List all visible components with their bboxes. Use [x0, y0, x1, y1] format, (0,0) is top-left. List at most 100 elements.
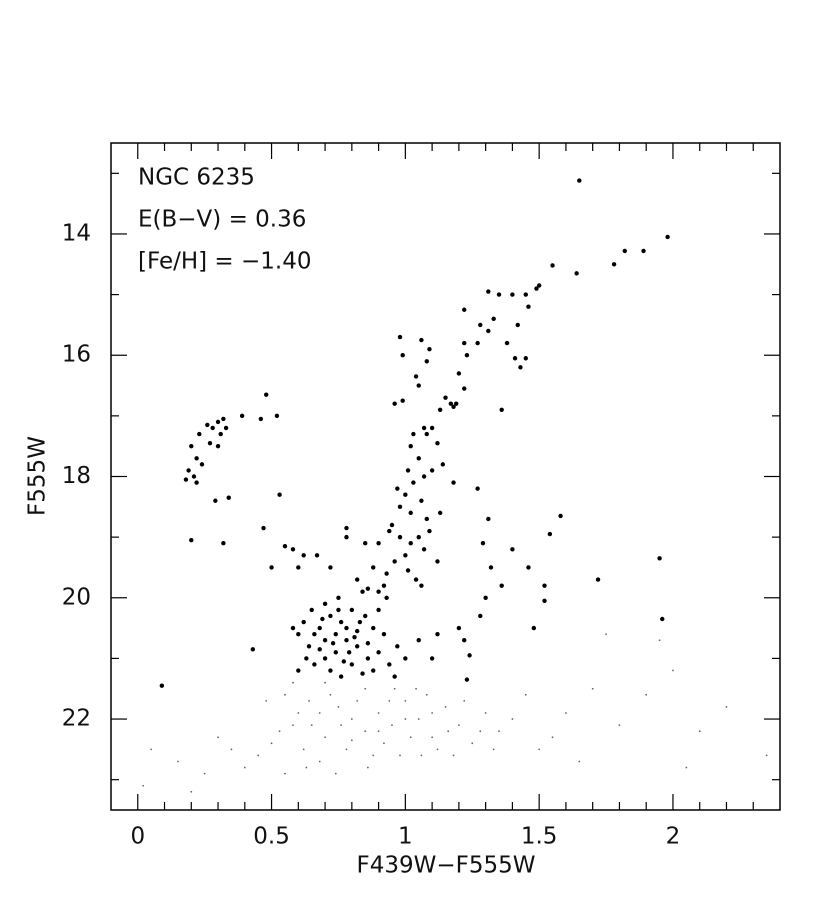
data-point — [429, 425, 435, 431]
data-point — [349, 607, 355, 613]
data-point — [265, 699, 268, 702]
data-point — [336, 595, 341, 600]
data-point — [191, 474, 197, 479]
data-point — [261, 525, 266, 531]
data-point — [403, 553, 408, 558]
data-point — [456, 625, 462, 631]
data-point — [419, 498, 424, 503]
data-point — [435, 559, 440, 564]
data-point — [302, 748, 305, 751]
data-point — [384, 571, 389, 576]
data-point — [322, 601, 328, 607]
data-point — [565, 712, 567, 714]
data-point — [333, 631, 338, 637]
data-point — [387, 528, 392, 534]
data-point — [515, 322, 520, 328]
data-point — [457, 724, 460, 727]
data-point — [448, 401, 454, 406]
data-point — [239, 413, 245, 419]
data-point — [416, 534, 421, 540]
data-point — [542, 583, 547, 588]
data-point — [226, 495, 231, 500]
data-point — [475, 340, 480, 346]
data-point — [296, 565, 301, 570]
data-point — [395, 644, 400, 649]
data-point — [547, 531, 553, 537]
data-point — [526, 304, 531, 309]
data-point — [360, 589, 365, 594]
data-point — [296, 668, 301, 673]
data-point — [197, 431, 202, 437]
data-point — [215, 419, 221, 425]
data-point — [416, 638, 421, 643]
data-point — [217, 736, 219, 739]
data-point — [429, 656, 435, 661]
data-point — [437, 407, 443, 412]
data-point — [392, 674, 397, 679]
data-point — [424, 516, 429, 522]
data-point — [429, 468, 435, 473]
data-point — [297, 712, 300, 714]
data-point — [404, 718, 407, 720]
data-point — [383, 742, 385, 745]
x-tick-label: 2 — [666, 824, 681, 850]
data-point — [404, 699, 407, 702]
data-point — [419, 337, 424, 343]
data-point — [317, 625, 322, 631]
data-point — [205, 422, 210, 428]
data-point — [437, 510, 443, 516]
data-point — [435, 631, 440, 637]
data-point — [408, 510, 413, 516]
data-point — [338, 674, 344, 679]
data-point — [366, 766, 369, 769]
data-point — [329, 693, 332, 696]
data-point — [436, 748, 439, 751]
data-point — [318, 712, 321, 714]
data-point — [336, 607, 341, 613]
data-point — [658, 639, 661, 642]
data-point — [435, 440, 440, 446]
data-point — [292, 681, 294, 684]
data-point — [618, 724, 621, 727]
data-point — [215, 443, 221, 449]
data-point — [376, 541, 381, 546]
data-point — [142, 784, 145, 787]
data-point — [524, 693, 527, 696]
data-point — [345, 748, 348, 751]
data-point — [258, 416, 264, 422]
x-tick-label: 1.5 — [521, 824, 558, 850]
data-point — [223, 425, 229, 431]
data-point — [221, 416, 226, 422]
data-point — [376, 650, 381, 655]
data-point — [183, 477, 189, 482]
data-point — [350, 718, 353, 720]
data-point — [344, 625, 349, 631]
data-point — [322, 656, 328, 661]
data-point — [444, 706, 447, 708]
data-point — [462, 638, 467, 643]
data-point — [296, 631, 301, 637]
data-point — [408, 541, 413, 546]
data-point — [595, 577, 601, 582]
data-point — [391, 724, 393, 727]
data-point — [416, 383, 421, 388]
data-point — [451, 404, 456, 409]
data-point — [264, 392, 269, 397]
data-point — [551, 736, 554, 739]
data-point — [376, 607, 381, 613]
data-point — [186, 468, 191, 473]
data-point — [486, 516, 491, 522]
data-point — [308, 699, 310, 702]
y-tick-label: 14 — [62, 220, 91, 246]
data-point — [328, 668, 333, 673]
data-point — [290, 547, 296, 552]
data-point — [344, 638, 349, 643]
data-point — [421, 425, 427, 431]
data-point — [416, 456, 421, 461]
data-point — [420, 754, 423, 757]
data-point — [221, 541, 226, 546]
data-point — [388, 699, 391, 702]
data-point — [443, 395, 448, 400]
data-point — [471, 742, 474, 745]
